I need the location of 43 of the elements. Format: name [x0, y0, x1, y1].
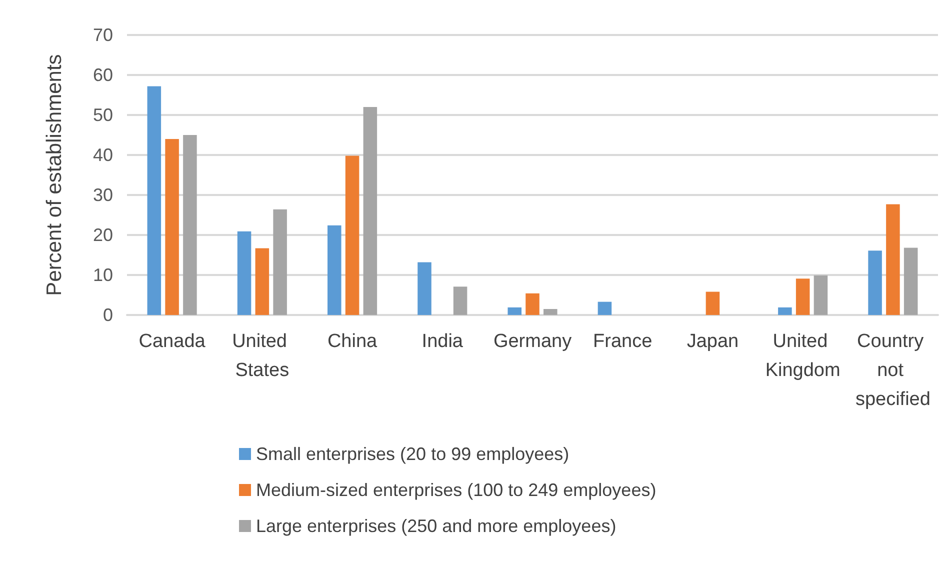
x-tick-label: Canada [138, 331, 206, 352]
x-tick-label: Japan [686, 331, 739, 352]
y-tick-label: 70 [92, 25, 113, 45]
bar [237, 231, 252, 315]
x-tick-label: United Kingdom [765, 331, 840, 381]
bar [508, 307, 522, 315]
bar [345, 156, 360, 315]
bar [868, 250, 882, 315]
y-tick-label: 0 [102, 305, 113, 325]
legend-label: Large enterprises (250 and more employees) [256, 516, 616, 536]
bar [706, 292, 720, 315]
bar [255, 248, 270, 315]
bar [526, 293, 540, 315]
x-tick-label: France [593, 331, 652, 352]
y-tick-label: 20 [92, 225, 113, 245]
x-tick-label: United States [232, 331, 292, 381]
legend-label: Small enterprises (20 to 99 employees) [256, 444, 570, 464]
y-axis-title: Percent of establishments [43, 54, 66, 296]
bar [796, 278, 810, 315]
bar [453, 286, 468, 315]
bar [598, 302, 612, 315]
bar [544, 309, 558, 315]
y-tick-label: 40 [92, 145, 113, 165]
bar [327, 225, 342, 315]
y-tick-label: 50 [92, 105, 113, 125]
bar [778, 307, 792, 315]
legend-label: Medium-sized enterprises (100 to 249 employees) [256, 480, 656, 500]
bar [904, 248, 918, 315]
bar [418, 262, 432, 315]
bar [363, 107, 378, 315]
y-tick-label: 30 [92, 185, 113, 205]
bar [183, 135, 197, 315]
bar [147, 86, 162, 315]
bar [165, 139, 179, 315]
x-tick-label: Germany [493, 331, 572, 352]
x-tick-label: China [327, 331, 378, 352]
x-tick-label: Country not specified [855, 331, 930, 410]
bar [886, 204, 900, 315]
y-tick-label: 60 [92, 65, 113, 85]
x-tick-label: India [422, 331, 464, 352]
bar [273, 209, 287, 315]
y-tick-label: 10 [92, 265, 113, 285]
bar [814, 275, 828, 315]
